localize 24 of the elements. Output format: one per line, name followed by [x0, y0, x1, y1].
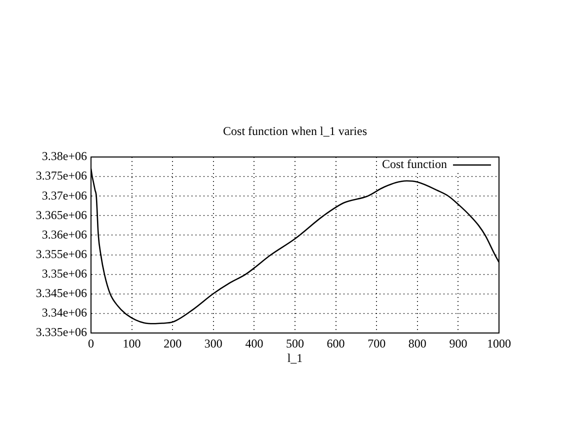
x-tick-label: 1000 — [487, 336, 511, 350]
chart-title: Cost function when l_1 varies — [223, 124, 368, 138]
y-tick-label: 3.355e+06 — [36, 246, 87, 261]
x-tick-label: 400 — [245, 336, 264, 350]
y-tick-label: 3.37e+06 — [42, 188, 87, 202]
x-tick-label: 300 — [204, 336, 222, 350]
y-tick-label: 3.365e+06 — [36, 208, 87, 222]
y-tick-label: 3.375e+06 — [36, 168, 87, 183]
x-tick-label: 100 — [122, 336, 141, 350]
y-tick-label: 3.38e+06 — [42, 149, 87, 164]
x-tick-label: 800 — [408, 336, 426, 350]
x-tick-label: 700 — [368, 336, 386, 350]
x-axis-title: l_1 — [287, 351, 303, 366]
legend-label: Cost function — [382, 157, 447, 172]
x-tick-label: 900 — [449, 336, 468, 350]
x-tick-label: 0 — [88, 336, 94, 350]
x-tick-label: 600 — [326, 336, 345, 350]
x-tick-label: 500 — [286, 336, 304, 350]
y-tick-label: 3.34e+06 — [42, 306, 87, 320]
x-tick-label: 200 — [164, 336, 182, 350]
y-tick-label: 3.335e+06 — [36, 325, 87, 340]
y-tick-label: 3.35e+06 — [42, 266, 87, 280]
y-tick-label: 3.345e+06 — [36, 286, 87, 300]
y-tick-label: 3.36e+06 — [42, 227, 87, 242]
